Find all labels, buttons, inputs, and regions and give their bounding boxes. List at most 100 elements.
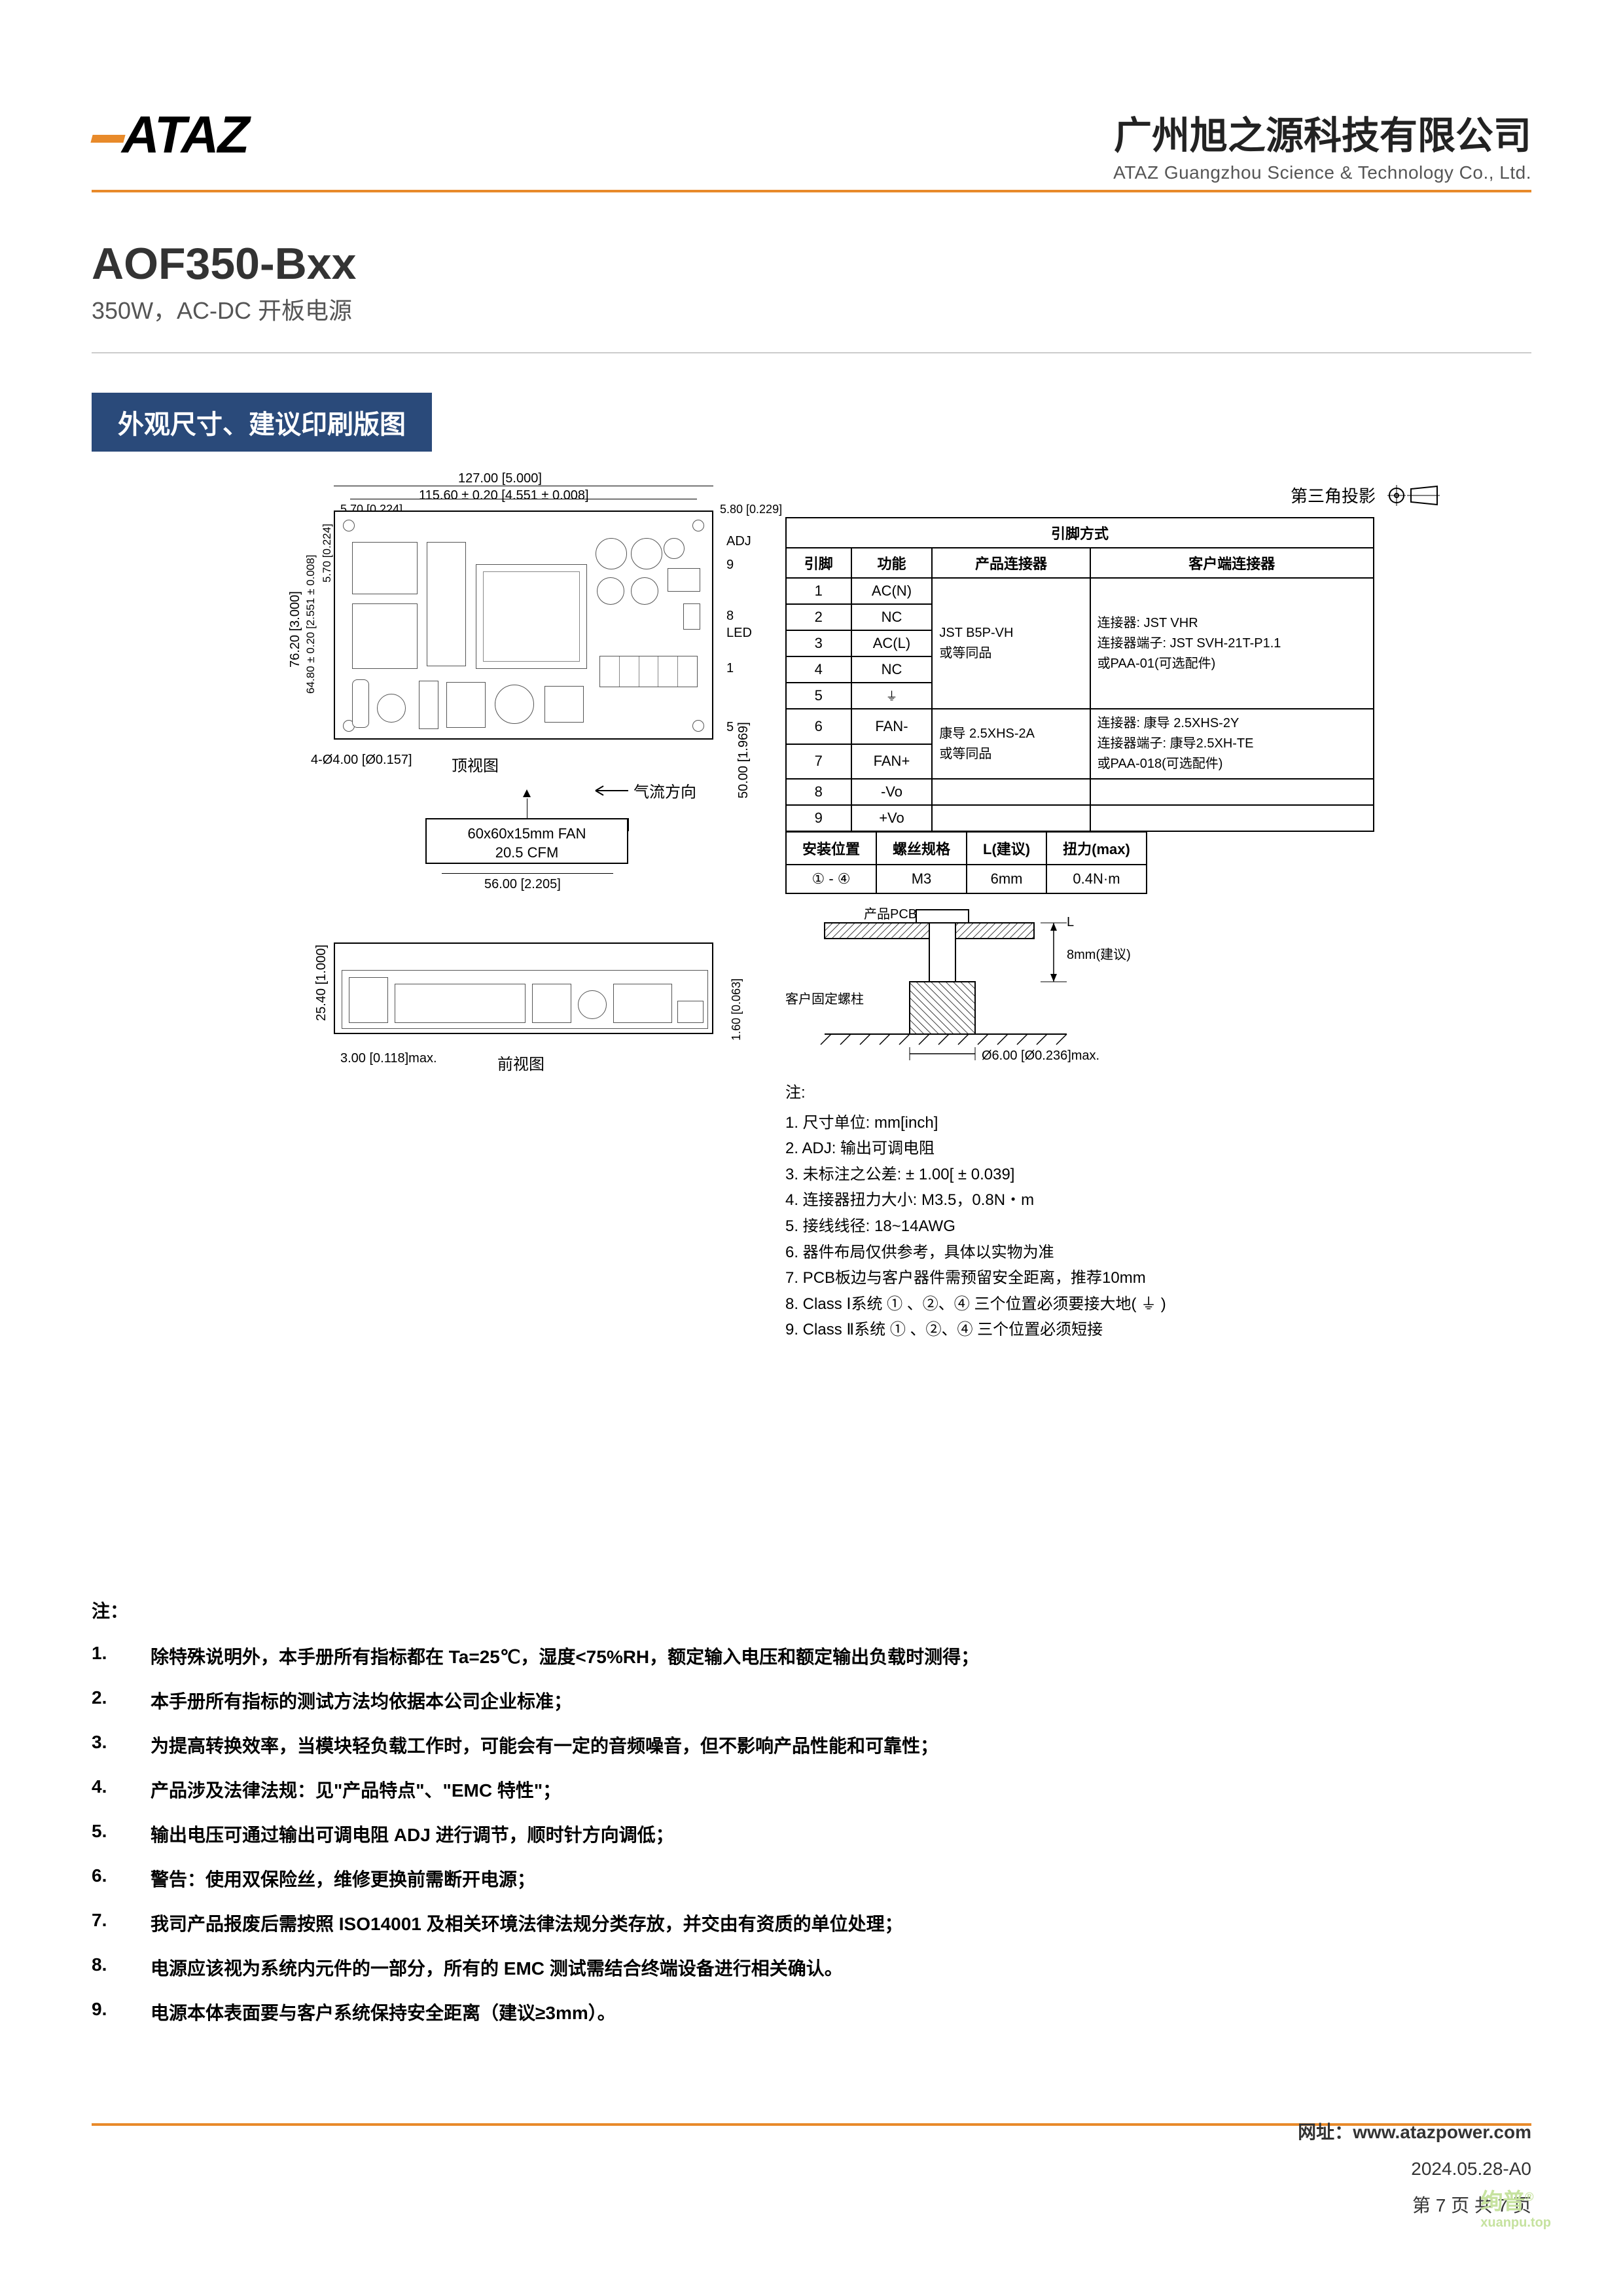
cust-bolt-label: 客户固定螺柱 (785, 988, 864, 1007)
screw-th: 扭力(max) (1046, 832, 1147, 865)
dim-front-height: 25.40 [1.000] (314, 944, 329, 1021)
pin-cell: -Vo (851, 779, 933, 805)
pin-cell: 9 (786, 805, 851, 831)
dim-right-h1: 50.00 [1.969] (736, 722, 751, 798)
pin-cell: AC(L) (851, 630, 933, 656)
screw-td: M3 (876, 865, 967, 893)
screw-th: 安装位置 (786, 832, 876, 865)
dim-front-depth: 3.00 [0.118]max. (340, 1051, 437, 1066)
diagram-area: 第三角投影 127.00 [5.000] 115.60 ± 0.20 [4.55… (92, 471, 1531, 1309)
pcb-front-view (334, 942, 713, 1034)
pin-th-client: 客户端连接器 (1090, 548, 1374, 578)
dim-right-margin: 5.80 [0.229] (720, 503, 782, 516)
screw-svg (785, 903, 1152, 1067)
pin-cell: FAN- (851, 709, 933, 744)
capacitor (664, 538, 685, 559)
diagram-note: 3. 未标注之公差: ± 1.00[ ± 0.039] (785, 1162, 1166, 1188)
component (544, 686, 584, 723)
component (476, 564, 587, 669)
pin-cell: 7 (786, 744, 851, 780)
bottom-note: 本手册所有指标的测试方法均依据本公司企业标准； (92, 1687, 1531, 1713)
pin-cell: NC (851, 656, 933, 683)
bottom-note: 电源本体表面要与客户系统保持安全距离（建议≥3mm）。 (92, 1999, 1531, 2025)
dim-width-holes: 115.60 ± 0.20 [4.551 ± 0.008] (419, 488, 589, 503)
pin-th-pin: 引脚 (786, 548, 851, 578)
pin-th-conn: 产品连接器 (932, 548, 1090, 578)
diagram-note: 1. 尺寸单位: mm[inch] (785, 1110, 1166, 1136)
component (446, 682, 486, 728)
mounting-hole (692, 720, 704, 732)
mounting-hole (343, 520, 355, 531)
fan-spec: 60x60x15mm FAN 20.5 CFM (425, 818, 628, 864)
component (352, 603, 418, 669)
title-rule (92, 352, 1531, 353)
capacitor (596, 538, 627, 569)
dim-width-overall: 127.00 [5.000] (458, 471, 542, 486)
third-angle-icon (1387, 484, 1440, 507)
pin-cell: 6 (786, 709, 851, 744)
company-name-cn: 广州旭之源科技有限公司 (1113, 105, 1531, 160)
diagram-note: 9. Class Ⅱ系统 ① 、②、④ 三个位置必须短接 (785, 1317, 1166, 1343)
projection-label: 第三角投影 (1291, 483, 1376, 507)
pin-cell: 5 (786, 683, 851, 709)
header: ATAZ 广州旭之源科技有限公司 ATAZ Guangzhou Science … (92, 105, 1531, 183)
screw-table: 安装位置 螺丝规格 L(建议) 扭力(max) ① - ④ M3 6mm 0.4… (785, 831, 1147, 894)
pcb-top-view (334, 511, 713, 740)
fan-line1: 60x60x15mm FAN (427, 825, 627, 844)
connector (668, 568, 700, 592)
screw-td: 0.4N·m (1046, 865, 1147, 893)
logo: ATAZ (92, 105, 248, 165)
component (377, 694, 406, 723)
product-title: AOF350-Bxx (92, 238, 1531, 289)
screw-td: 6mm (967, 865, 1046, 893)
capacitor (597, 577, 624, 605)
dim-hole-spec: 4-Ø4.00 [Ø0.157] (311, 753, 412, 768)
label-pin5: 5 (726, 720, 734, 735)
bottom-note: 输出电压可通过输出可调电阻 ADJ 进行调节，顺时针方向调低； (92, 1821, 1531, 1847)
bottom-notes-header: 注： (92, 1597, 1531, 1623)
diagram-note: 2. ADJ: 输出可调电阻 (785, 1136, 1166, 1162)
dim-screw-dia: Ø6.00 [Ø0.236]max. (982, 1049, 1099, 1064)
section-banner: 外观尺寸、建议印刷版图 (92, 393, 432, 452)
watermark: 绚普® xuanpu.top (1480, 2183, 1551, 2231)
logo-dash-icon (90, 135, 125, 143)
bottom-note: 产品涉及法律法规：见"产品特点"、"EMC 特性"； (92, 1776, 1531, 1803)
diagram-notes-header: 注: (785, 1080, 1166, 1106)
bottom-note: 警告：使用双保险丝，维修更换前需断开电源； (92, 1865, 1531, 1892)
caption-top-view: 顶视图 (452, 753, 499, 776)
mounting-hole (692, 520, 704, 531)
company-name-en: ATAZ Guangzhou Science & Technology Co.,… (1113, 162, 1531, 183)
pin-cell: 3 (786, 630, 851, 656)
arrow-up-icon (522, 789, 532, 800)
component (578, 990, 607, 1019)
bottom-note: 电源应该视为系统内元件的一部分，所有的 EMC 测试需结合终端设备进行相关确认。 (92, 1954, 1531, 1981)
logo-text: ATAZ (122, 105, 248, 164)
bottom-note: 为提高转换效率，当模块轻负载工作时，可能会有一定的音频噪音，但不影响产品性能和可… (92, 1732, 1531, 1758)
pin-cell: ⏚ (851, 683, 933, 709)
terminal-block (599, 656, 698, 687)
front-outline (342, 970, 708, 1029)
pin-cell: 1 (786, 578, 851, 604)
pin-table: 引脚方式 引脚 功能 产品连接器 客户端连接器 1 AC(N) JST B5P-… (785, 517, 1374, 832)
component (352, 679, 369, 728)
pin-client: 连接器: JST VHR连接器端子: JST SVH-21T-P1.1或PAA-… (1090, 578, 1374, 709)
component (613, 984, 672, 1023)
header-rule (92, 190, 1531, 192)
pin-cell: FAN+ (851, 744, 933, 780)
pin-cell: 2 (786, 604, 851, 630)
diagram-note: 8. Class Ⅰ系统 ① 、②、④ 三个位置必须要接大地( ⏚ ) (785, 1291, 1166, 1318)
footer-date: 2024.05.28-A0 (1298, 2151, 1531, 2187)
page: ATAZ 广州旭之源科技有限公司 ATAZ Guangzhou Science … (0, 0, 1623, 2296)
pin-client: 连接器: 康导 2.5XHS-2Y连接器端子: 康导2.5XH-TE或PAA-0… (1090, 709, 1374, 779)
connector (683, 603, 700, 630)
watermark-reg: ® (1525, 2191, 1533, 2204)
component (349, 977, 388, 1023)
label-pin1: 1 (726, 661, 734, 676)
diagram-note: 5. 接线线径: 18~14AWG (785, 1213, 1166, 1240)
diagram-notes: 注: 1. 尺寸单位: mm[inch] 2. ADJ: 输出可调电阻 3. 未… (785, 1080, 1166, 1343)
dim-fan-gap: 56.00 [2.205] (484, 877, 561, 892)
company-block: 广州旭之源科技有限公司 ATAZ Guangzhou Science & Tec… (1113, 105, 1531, 183)
screw-td: ① - ④ (786, 865, 876, 893)
label-pin8: 8 (726, 609, 734, 624)
airflow-label: 气流方向 (589, 779, 696, 802)
